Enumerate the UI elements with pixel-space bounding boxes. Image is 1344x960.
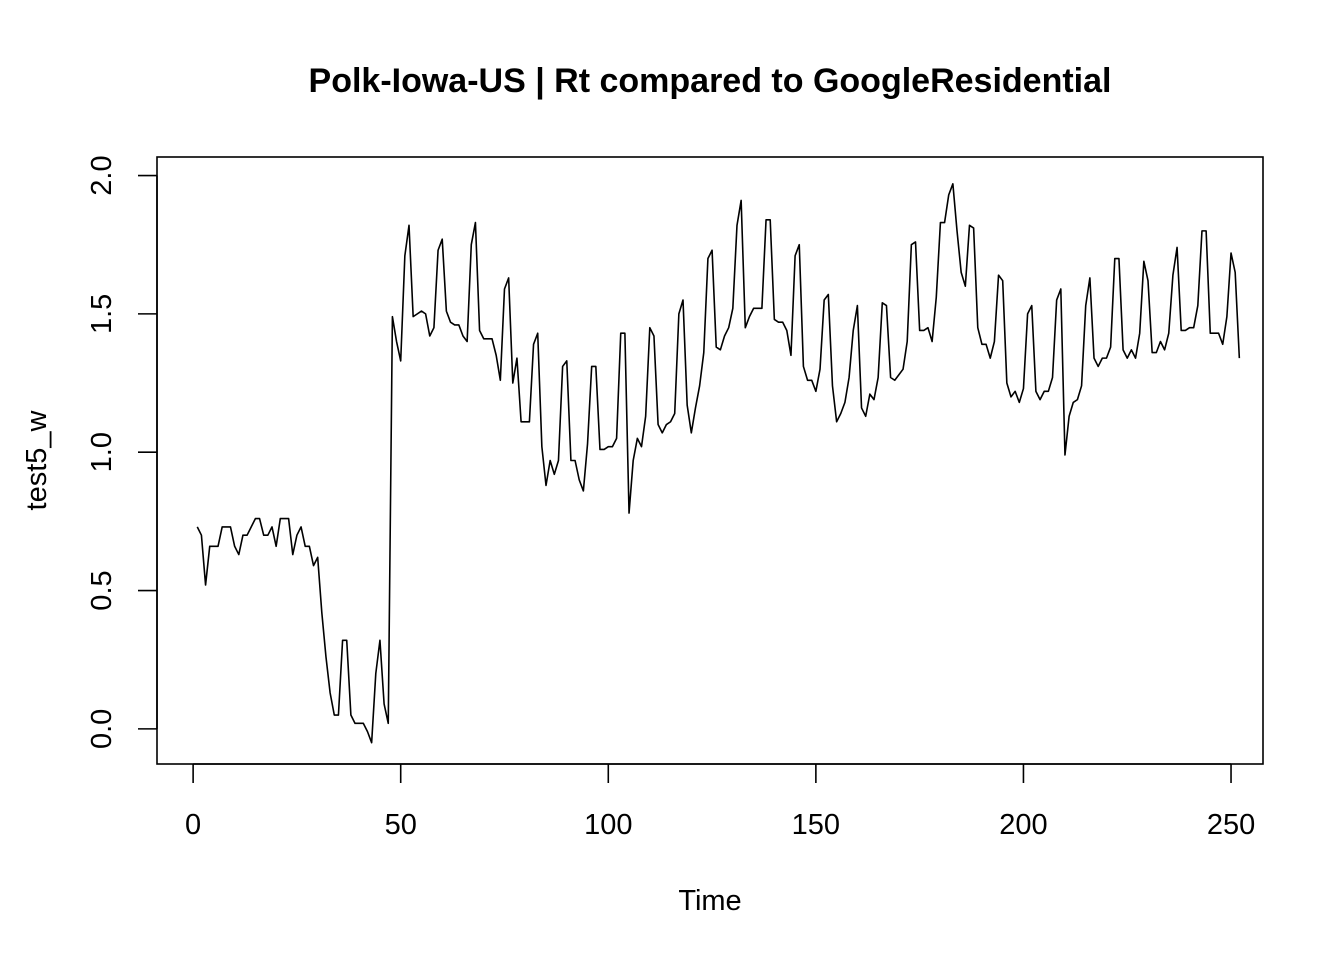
x-tick-label: 50 xyxy=(385,809,417,841)
series-line xyxy=(196,183,1241,744)
x-tick-label: 250 xyxy=(1207,809,1255,841)
plot-frame xyxy=(156,156,1264,765)
x-tick-label: 100 xyxy=(584,809,632,841)
x-axis: 0 50 100 150 200 250 xyxy=(185,763,1255,841)
y-tick-label: 2.0 xyxy=(86,155,118,195)
y-tick-label: 0.0 xyxy=(86,709,118,749)
y-axis: 0.0 0.5 1.0 1.5 2.0 xyxy=(86,155,158,749)
x-tick-label: 150 xyxy=(792,809,840,841)
x-tick-label: 0 xyxy=(185,809,201,841)
y-tick-label: 0.5 xyxy=(86,570,118,610)
x-tick-label: 200 xyxy=(999,809,1047,841)
chart-title: Polk-Iowa-US | Rt compared to GoogleResi… xyxy=(309,62,1112,100)
y-axis-label: test5_w xyxy=(21,409,53,510)
y-tick-label: 1.0 xyxy=(86,432,118,472)
y-tick-label: 1.5 xyxy=(86,294,118,334)
x-axis-label: Time xyxy=(678,885,741,917)
